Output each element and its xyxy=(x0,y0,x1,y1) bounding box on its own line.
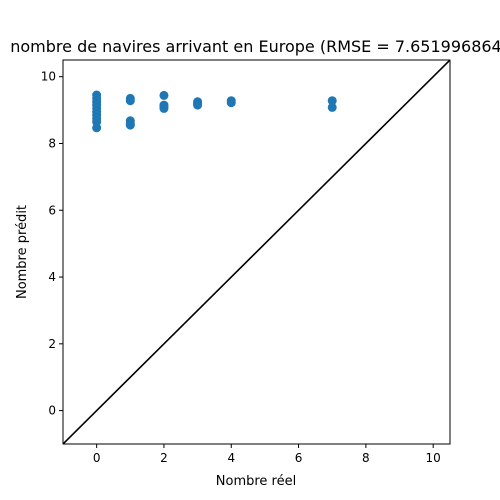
data-point xyxy=(159,90,169,100)
y-tick-label: 4 xyxy=(48,270,56,284)
data-point xyxy=(226,98,236,108)
x-tick-label: 4 xyxy=(227,451,235,465)
data-point xyxy=(327,102,337,112)
y-tick-label: 10 xyxy=(41,70,56,84)
y-axis-label: Nombre prédit xyxy=(15,205,30,299)
data-point xyxy=(159,103,169,113)
y-tick-label: 6 xyxy=(48,203,56,217)
x-tick-label: 0 xyxy=(93,451,101,465)
y-tick-label: 8 xyxy=(48,136,56,150)
data-point xyxy=(193,100,203,110)
data-point xyxy=(327,96,337,106)
chart-title: nombre de navires arrivant en Europe (RM… xyxy=(10,37,500,56)
plot-content xyxy=(63,60,450,444)
identity-line xyxy=(63,60,450,444)
x-axis-label: Nombre réel xyxy=(216,474,296,489)
data-point xyxy=(125,120,135,130)
y-tick-label: 2 xyxy=(48,337,56,351)
x-tick-label: 2 xyxy=(160,451,168,465)
axes-frame xyxy=(62,59,451,445)
x-axis: 0 2 4 6 8 10 xyxy=(93,444,441,465)
y-axis: 0 2 4 6 8 10 xyxy=(41,70,63,418)
x-tick-label: 6 xyxy=(295,451,303,465)
data-point xyxy=(92,123,102,133)
y-tick-label: 0 xyxy=(48,404,56,418)
x-tick-label: 8 xyxy=(362,451,370,465)
x-tick-label: 10 xyxy=(426,451,441,465)
data-point xyxy=(125,96,135,106)
